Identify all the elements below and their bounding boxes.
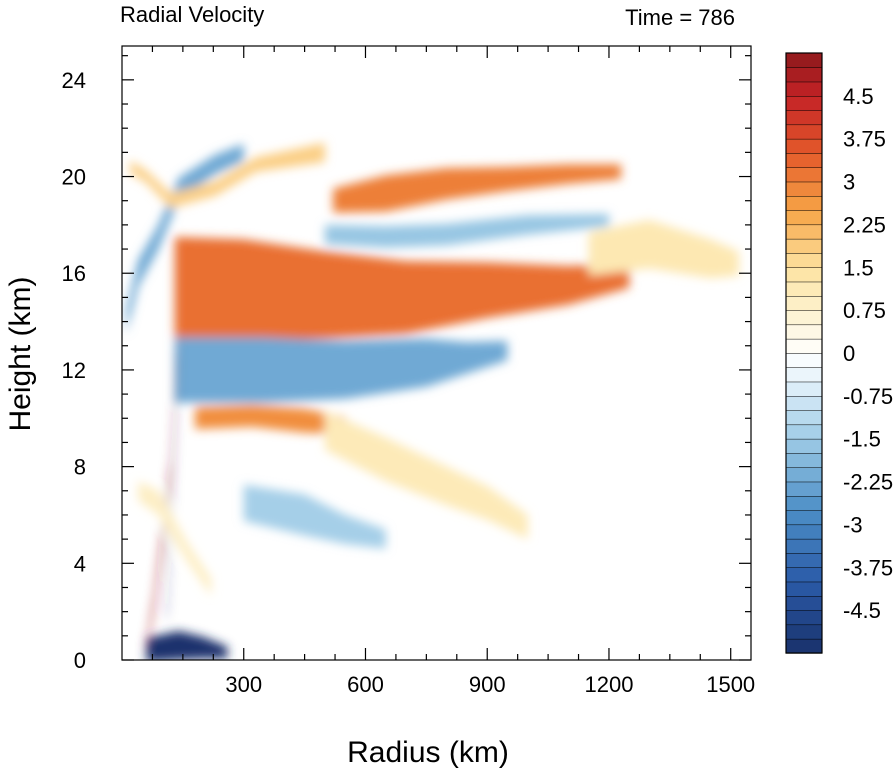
y-tick-label: 16 [62,261,86,286]
field-features [126,142,739,660]
colorbar-bin [785,367,823,383]
colorbar-label: 0.75 [843,298,886,323]
y-tick-label: 4 [74,551,86,576]
y-tick-label: 12 [62,358,86,383]
colorbar-bin [785,452,823,468]
x-tick-label: 300 [225,672,262,697]
chart-title: Radial Velocity [120,2,264,27]
field-feature-5 [324,411,528,540]
y-tick-label: 0 [74,648,86,673]
colorbar-bin [785,609,823,626]
colorbar-bin [785,338,823,354]
colorbar-bin [785,181,823,197]
colorbar-bin [785,624,823,640]
colorbar-bin [785,438,823,454]
colorbar-bin [785,481,823,497]
colorbar-bin [785,52,823,68]
field-feature-12 [126,143,244,334]
y-tick-label: 24 [62,68,86,93]
colorbar-bin [785,281,823,297]
field-feature-7 [324,214,609,248]
colorbar-bin [785,195,823,211]
colorbar-label: 4.5 [843,84,874,109]
colorbar-bin [785,167,823,183]
colorbar-bin [785,538,823,554]
time-label: Time = 786 [625,5,735,30]
colorbar-bin [785,324,823,340]
colorbar-label: -1.5 [843,427,881,452]
colorbar-bin [785,524,823,540]
colorbar-bin [785,252,823,268]
colorbar-bin [785,581,823,597]
colorbar-bin [785,352,823,368]
field-feature-9 [146,631,228,660]
field-feature-15 [138,481,212,596]
x-axis: 300 600 900 1200 1500 [151,46,755,697]
colorbar-frame [785,52,823,654]
colorbar-bin [785,309,823,326]
plot-frame [121,45,752,661]
x-tick-label: 600 [347,672,384,697]
velocity-field [126,142,739,660]
colorbar-bin [785,638,823,654]
colorbar-label: -4.5 [843,598,881,623]
colorbar-bin [785,138,823,154]
colorbar-label: 3 [843,170,855,195]
colorbar-label: -2.25 [843,470,893,495]
colorbar-label: 2.25 [843,212,886,237]
y-axis: 0 4 8 12 16 20 24 [62,55,751,673]
field-feature-10 [166,351,179,624]
colorbar-bin [785,81,823,97]
colorbar-label: 1.5 [843,255,874,280]
colorbar-bin [785,209,823,226]
y-tick-label: 8 [74,455,86,480]
colorbar-bin [785,267,823,283]
field-feature-4 [195,405,346,434]
field-feature-6 [333,164,622,213]
colorbar-bin [785,152,823,168]
x-axis-label: Radius (km) [347,736,509,769]
colorbar-bin [785,224,823,240]
colorbar-bin [785,109,823,126]
colorbar-bin [785,509,823,526]
colorbar-bin [785,567,823,583]
colorbar-bin [785,495,823,511]
colorbar-label: 0 [843,341,855,366]
field-feature-8 [588,220,739,279]
field-feature-14 [243,484,386,549]
colorbar-bin [785,552,823,568]
x-tick-label: 1500 [706,672,755,697]
colorbar-bin [785,395,823,411]
colorbar-bin [785,409,823,426]
colorbar-label: -0.75 [843,384,893,409]
colorbar-bin [785,238,823,254]
colorbar-label: -3 [843,512,863,537]
colorbar: 4.5 3.75 3 2.25 1.5 0.75 0 -0.75 -1.5 -2.25 -3 -3.7… [785,52,893,654]
y-tick-label: 20 [62,165,86,190]
colorbar-bin [785,95,823,111]
colorbar-label: -3.75 [843,555,893,580]
field-feature-13 [130,142,325,208]
colorbar-label: 3.75 [843,127,886,152]
x-tick-label: 1200 [584,672,633,697]
y-axis-label: Height (km) [4,276,37,431]
colorbar-bin [785,424,823,440]
x-tick-label: 900 [469,672,506,697]
colorbar-bin [785,124,823,140]
colorbar-bin [785,295,823,311]
field-feature-1 [174,237,630,341]
colorbar-bin [785,381,823,397]
colorbar-bin [785,467,823,483]
colorbar-bin [785,595,823,611]
colorbar-bin [785,67,823,83]
field-feature-3 [174,337,508,403]
